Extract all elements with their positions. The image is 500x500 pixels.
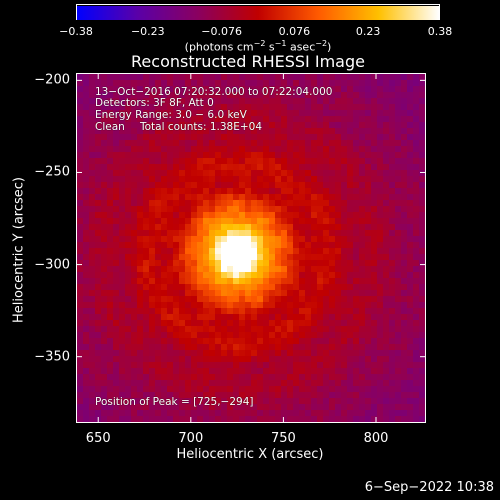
colorbar-gradient bbox=[77, 6, 439, 20]
time-range-text: 13−Oct−2016 07:20:32.000 to 07:22:04.000 bbox=[95, 86, 333, 98]
colorbar-tick-label: 0.23 bbox=[355, 25, 381, 38]
colorbar-tick-label: −0.38 bbox=[59, 25, 93, 38]
y-axis-label: Heliocentric Y (arcsec) bbox=[11, 177, 27, 323]
colorbar-tick-label: −0.076 bbox=[201, 25, 242, 38]
y-tick-label: −300 bbox=[34, 257, 70, 273]
x-tick-label: 650 bbox=[85, 431, 111, 446]
image-pixels bbox=[77, 74, 425, 422]
y-tick-label: −250 bbox=[34, 164, 70, 180]
colorbar-tick-label: 0.38 bbox=[427, 25, 453, 38]
rhessi-image bbox=[77, 74, 425, 422]
colorbar-tick-label: 0.076 bbox=[278, 25, 311, 38]
y-tick-label: −350 bbox=[34, 349, 70, 365]
image-title: Reconstructed RHESSI Image bbox=[131, 52, 365, 71]
x-tick-label: 700 bbox=[178, 431, 204, 446]
x-tick-label: 750 bbox=[270, 431, 296, 446]
y-tick-label: −200 bbox=[34, 72, 70, 88]
x-axis-label: Heliocentric X (arcsec) bbox=[176, 447, 324, 462]
colorbar-tick-label: −0.23 bbox=[130, 25, 165, 38]
datestamp: 6−Sep−2022 10:38 bbox=[364, 480, 494, 495]
colorbar-units-label: (photons cm−2 s−1 asec−2) bbox=[184, 39, 332, 54]
energy-range-text: Energy Range: 3.0 − 6.0 keV bbox=[95, 109, 247, 121]
x-tick-label: 800 bbox=[363, 431, 389, 446]
detectors-text: Detectors: 3F 8F, Att 0 bbox=[95, 97, 214, 109]
total-counts-text: Total counts: 1.38E+04 bbox=[140, 121, 263, 133]
colorbar bbox=[76, 4, 440, 20]
rhessi-image-plot: 13−Oct−2016 07:20:32.000 to 07:22:04.000… bbox=[76, 73, 426, 423]
algorithm-text: Clean bbox=[95, 121, 125, 133]
peak-position-text: Position of Peak = [725,−294] bbox=[95, 396, 254, 408]
